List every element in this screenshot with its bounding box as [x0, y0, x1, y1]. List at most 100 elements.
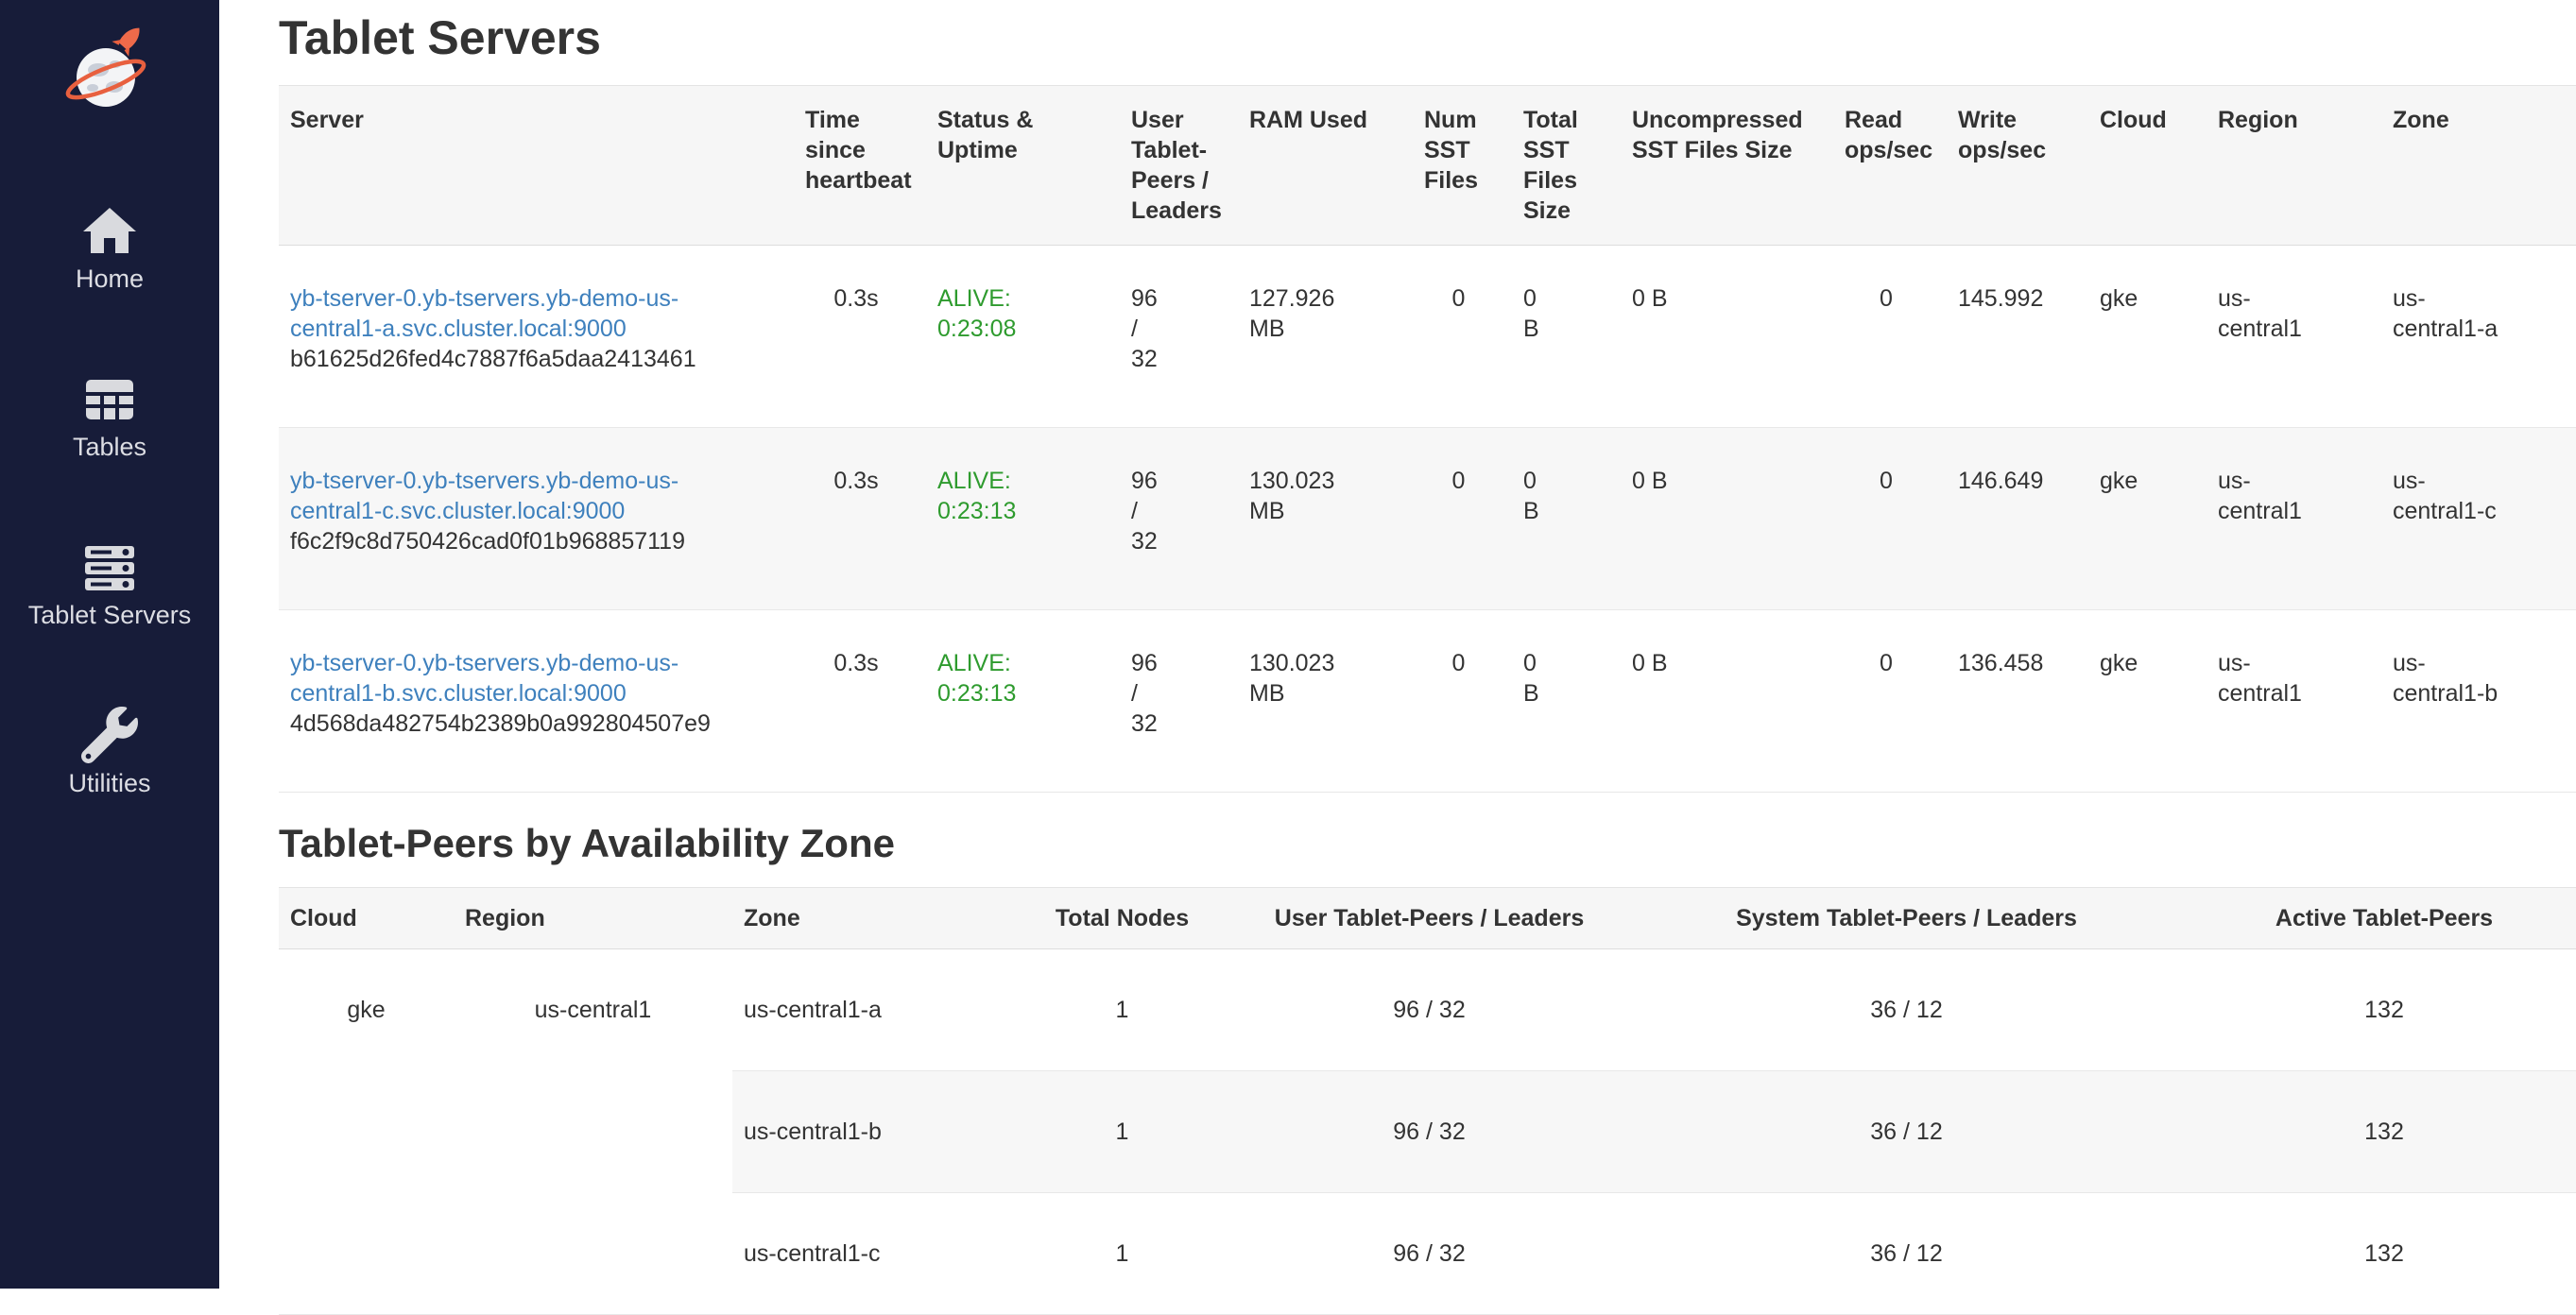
col-header-region: Region — [2207, 85, 2381, 246]
tserver-header-row: Server Time since heartbeat Status & Upt… — [279, 85, 2576, 246]
az-total-nodes-cell: 1 — [1115, 1240, 1129, 1267]
main-content: Tablet Servers Server Time since heartbe… — [219, 0, 2576, 1315]
tserver-row: yb-tserver-0.yb-tservers.yb-demo-us-cent… — [279, 610, 2576, 793]
col-header-heartbeat: Time since heartbeat — [794, 85, 926, 246]
read-ops-cell: 0 — [1880, 285, 1893, 312]
col-header-write-ops: Write ops/sec — [1947, 85, 2088, 246]
total-sst-cell: 0 B — [1523, 285, 1539, 342]
sidebar-item-home[interactable]: Home — [76, 201, 144, 296]
server-cell: yb-tserver-0.yb-tservers.yb-demo-us-cent… — [279, 246, 794, 428]
heartbeat-cell: 0.3s — [833, 650, 879, 676]
tserver-link[interactable]: yb-tserver-0.yb-tservers.yb-demo-us-cent… — [290, 285, 679, 342]
uptime-value: 0:23:08 — [937, 316, 1017, 342]
num-sst-cell: 0 — [1451, 285, 1466, 312]
col-header-num-sst: Num SST Files — [1413, 85, 1512, 246]
zone-cell: us-central1-c — [2393, 468, 2497, 524]
col-header-zone: Zone — [2381, 85, 2576, 246]
sidebar-item-label: Tablet Servers — [27, 601, 192, 629]
uptime-value: 0:23:13 — [937, 680, 1017, 707]
write-ops-cell: 136.458 — [1958, 650, 2044, 676]
col-header-system-peers: System Tablet-Peers / Leaders — [1621, 887, 2192, 949]
status-cell: ALIVE: 0:23:13 — [926, 428, 1120, 610]
az-total-nodes-cell: 1 — [1006, 1070, 1238, 1193]
tserver-link[interactable]: yb-tserver-0.yb-tservers.yb-demo-us-cent… — [290, 650, 679, 707]
col-header-uncompressed-sst: Uncompressed SST Files Size — [1621, 85, 1833, 246]
num-sst-cell: 0 — [1451, 650, 1466, 676]
sidebar-item-label: Utilities — [68, 769, 151, 797]
region-cell: us-central1 — [2218, 285, 2302, 342]
heartbeat-cell: 0.3s — [833, 468, 879, 494]
az-zone-cell: us-central1-c — [744, 1240, 881, 1267]
status-label: ALIVE: — [937, 468, 1011, 494]
col-header-read-ops: Read ops/sec — [1833, 85, 1947, 246]
cloud-cell: gke — [2100, 285, 2138, 312]
tablet-servers-icon — [81, 538, 138, 596]
col-header-cloud: Cloud — [2088, 85, 2207, 246]
sidebar-item-label: Tables — [72, 433, 147, 461]
az-active-peers-cell: 132 — [2192, 1070, 2576, 1193]
tserver-uuid: f6c2f9c8d750426cad0f01b968857119 — [290, 528, 685, 555]
read-ops-cell: 0 — [1880, 650, 1893, 676]
az-row: us-central1-b 1 96 / 32 36 / 12 132 — [279, 1070, 2576, 1193]
sidebar-item-tables[interactable]: Tables — [73, 369, 146, 464]
sidebar-item-utilities[interactable]: Utilities — [68, 706, 151, 800]
az-user-peers-cell: 96 / 32 — [1393, 997, 1466, 1023]
status-label: ALIVE: — [937, 285, 1011, 312]
status-cell: ALIVE: 0:23:08 — [926, 246, 1120, 428]
read-ops-cell: 0 — [1880, 468, 1893, 494]
az-header-row: Cloud Region Zone Total Nodes User Table… — [279, 887, 2576, 949]
write-ops-cell: 145.992 — [1958, 285, 2044, 312]
num-sst-cell: 0 — [1451, 468, 1466, 494]
ram-cell: 130.023 MB — [1249, 650, 1335, 707]
az-system-peers-cell: 36 / 12 — [1870, 1240, 1943, 1267]
region-cell: us-central1 — [2218, 650, 2302, 707]
az-zone-cell: us-central1-b — [732, 1070, 1006, 1193]
home-icon — [81, 201, 138, 260]
status-label: ALIVE: — [937, 650, 1011, 676]
region-cell: us-central1 — [2218, 468, 2302, 524]
az-system-peers-cell: 36 / 12 — [1870, 997, 1943, 1023]
tserver-uuid: b61625d26fed4c7887f6a5daa2413461 — [290, 346, 696, 372]
az-table: Cloud Region Zone Total Nodes User Table… — [279, 887, 2576, 1315]
cloud-cell: gke — [2100, 650, 2138, 676]
az-user-peers-cell: 96 / 32 — [1238, 1070, 1621, 1193]
tserver-uuid: 4d568da482754b2389b0a992804507e9 — [290, 710, 711, 737]
yugabyte-logo-icon[interactable] — [62, 23, 157, 128]
col-header-total-sst: Total SST Files Size — [1512, 85, 1621, 246]
sidebar: Home Tables — [0, 0, 219, 1289]
col-header-server: Server — [279, 85, 794, 246]
write-ops-cell: 146.649 — [1958, 468, 2044, 494]
az-row: gke us-central1 us-central1-a 1 96 / 32 … — [279, 948, 2576, 1315]
col-header-user-peers: User Tablet-Peers / Leaders — [1238, 887, 1621, 949]
col-header-region: Region — [454, 887, 732, 949]
tserver-row: yb-tserver-0.yb-tservers.yb-demo-us-cent… — [279, 246, 2576, 428]
uncompressed-sst-cell: 0 B — [1632, 468, 1668, 494]
az-system-peers-cell: 36 / 12 — [1621, 1070, 2192, 1193]
utilities-icon — [80, 706, 138, 764]
tserver-link[interactable]: yb-tserver-0.yb-tservers.yb-demo-us-cent… — [290, 468, 679, 524]
az-section-title: Tablet-Peers by Availability Zone — [279, 821, 895, 865]
page-title: Tablet Servers — [279, 11, 601, 64]
uncompressed-sst-cell: 0 B — [1632, 285, 1668, 312]
user-peers-cell: 96 / 32 — [1131, 650, 1158, 737]
total-sst-cell: 0 B — [1523, 650, 1539, 707]
col-header-total-nodes: Total Nodes — [1006, 887, 1238, 949]
az-active-peers-cell: 132 — [2364, 1240, 2404, 1267]
user-peers-cell: 96 / 32 — [1131, 285, 1158, 372]
zone-cell: us-central1-b — [2393, 650, 2499, 707]
uncompressed-sst-cell: 0 B — [1632, 650, 1668, 676]
status-cell: ALIVE: 0:23:13 — [926, 610, 1120, 793]
server-cell: yb-tserver-0.yb-tservers.yb-demo-us-cent… — [279, 610, 794, 793]
ram-cell: 130.023 MB — [1249, 468, 1335, 524]
tablet-servers-table: Server Time since heartbeat Status & Upt… — [279, 85, 2576, 793]
sidebar-item-tablet-servers[interactable]: Tablet Servers — [27, 538, 192, 632]
az-zone-cell: us-central1-a — [744, 997, 882, 1023]
sidebar-nav: Home Tables — [27, 201, 192, 874]
user-peers-cell: 96 / 32 — [1131, 468, 1158, 555]
col-header-user-peers: User Tablet-Peers / Leaders — [1120, 85, 1238, 246]
col-header-zone: Zone — [732, 887, 1006, 949]
az-total-nodes-cell: 1 — [1115, 997, 1129, 1023]
total-sst-cell: 0 B — [1523, 468, 1539, 524]
col-header-ram: RAM Used — [1238, 85, 1413, 246]
az-cloud-cell: gke — [279, 948, 454, 1315]
